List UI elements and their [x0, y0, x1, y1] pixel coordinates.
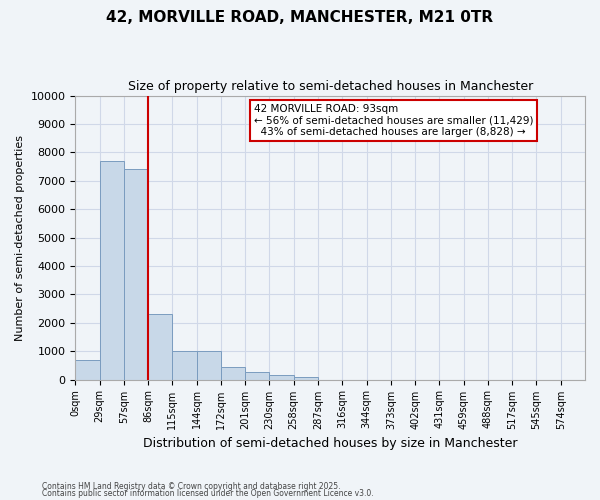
Bar: [245, 372, 269, 380]
Bar: [197, 351, 221, 380]
Text: 42, MORVILLE ROAD, MANCHESTER, M21 0TR: 42, MORVILLE ROAD, MANCHESTER, M21 0TR: [106, 10, 494, 25]
Title: Size of property relative to semi-detached houses in Manchester: Size of property relative to semi-detach…: [128, 80, 533, 93]
Bar: [148, 314, 172, 380]
X-axis label: Distribution of semi-detached houses by size in Manchester: Distribution of semi-detached houses by …: [143, 437, 517, 450]
Bar: [172, 351, 197, 380]
Bar: [124, 170, 148, 380]
Text: 42 MORVILLE ROAD: 93sqm
← 56% of semi-detached houses are smaller (11,429)
  43%: 42 MORVILLE ROAD: 93sqm ← 56% of semi-de…: [254, 104, 533, 138]
Bar: [269, 376, 294, 380]
Bar: [75, 360, 100, 380]
Y-axis label: Number of semi-detached properties: Number of semi-detached properties: [15, 134, 25, 340]
Text: Contains HM Land Registry data © Crown copyright and database right 2025.: Contains HM Land Registry data © Crown c…: [42, 482, 341, 491]
Bar: [100, 161, 124, 380]
Text: Contains public sector information licensed under the Open Government Licence v3: Contains public sector information licen…: [42, 490, 374, 498]
Bar: [221, 367, 245, 380]
Bar: [294, 376, 318, 380]
